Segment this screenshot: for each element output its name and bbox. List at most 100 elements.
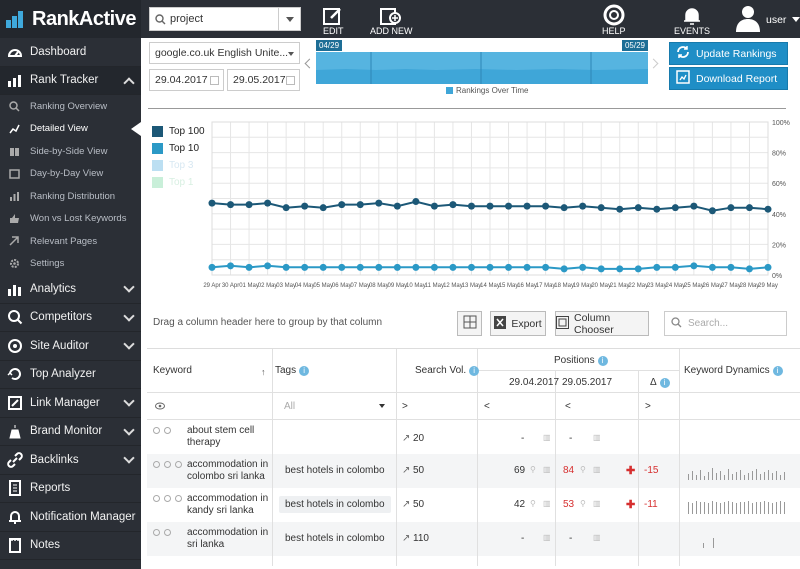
legend-top100[interactable]: Top 100	[152, 126, 205, 137]
sidebar-item-link-manager[interactable]: Link Manager	[0, 389, 141, 418]
vol-filter[interactable]: >	[402, 401, 408, 412]
data-point	[690, 202, 698, 210]
eye-icon[interactable]	[155, 401, 165, 413]
help-button[interactable]: HELP	[602, 2, 626, 36]
col-header-tags[interactable]: Tags i	[275, 365, 310, 376]
search-icon[interactable]	[164, 495, 171, 502]
chart-icon	[8, 123, 20, 135]
sidebar-item-reports[interactable]: Reports	[0, 475, 141, 503]
col-header-keyword[interactable]: Keyword	[153, 365, 192, 376]
search-icon[interactable]	[164, 529, 171, 536]
info-icon[interactable]: i	[597, 355, 608, 366]
search-icon[interactable]	[164, 461, 171, 468]
table-row[interactable]: about stem cell therapy ↗ 20 - ▥ - ▥	[147, 420, 800, 454]
sidebar-sub-relevant-pages[interactable]: Relevant Pages	[0, 230, 141, 253]
info-icon[interactable]: i	[659, 377, 670, 388]
preview-icon[interactable]	[153, 427, 160, 434]
column-chooser-button[interactable]: Column Chooser	[555, 311, 649, 336]
caret-down-icon[interactable]	[379, 404, 385, 408]
sidebar-item-brand-monitor[interactable]: Brand Monitor	[0, 418, 141, 446]
sidebar-sub-detailed-view[interactable]: Detailed View	[0, 118, 141, 141]
sidebar-sub-ranking-overview[interactable]: Ranking Overview	[0, 95, 141, 118]
sidebar-sub-ranking-distribution[interactable]: Ranking Distribution	[0, 185, 141, 208]
tags-filter[interactable]: All	[284, 401, 295, 412]
chevron-left-icon[interactable]	[304, 58, 315, 69]
sidebar-item-dashboard[interactable]: Dashboard	[0, 38, 141, 67]
events-button[interactable]: EVENTS	[674, 2, 710, 36]
link-icon[interactable]	[175, 461, 182, 468]
data-point	[745, 204, 753, 212]
sidebar-sub-day-by-day[interactable]: Day-by-Day View	[0, 163, 141, 186]
serp-icon[interactable]: ▥	[543, 499, 551, 508]
update-rankings-button[interactable]: Update Rankings	[669, 42, 788, 65]
download-report-button[interactable]: Download Report	[669, 67, 788, 90]
info-icon[interactable]: i	[299, 365, 310, 376]
lock-icon[interactable]: ⚲	[580, 465, 586, 474]
date-to-field[interactable]: 29.05.2017	[227, 69, 300, 91]
x-tick-label: 09 May	[387, 283, 407, 289]
col-header-dynamics[interactable]: Keyword Dynamics i	[684, 365, 783, 376]
table-row[interactable]: accommodation in kandy sri lanka best ho…	[147, 488, 800, 522]
sidebar-item-notes[interactable]: Notes	[0, 532, 141, 560]
delta-filter[interactable]: >	[645, 401, 651, 412]
sidebar-item-competitors[interactable]: Competitors	[0, 304, 141, 332]
brand-logo[interactable]: RankActive	[0, 0, 141, 38]
user-menu[interactable]: user	[736, 4, 800, 35]
lock-icon[interactable]: ⚲	[530, 465, 536, 474]
serp-icon[interactable]: ▥	[593, 533, 601, 542]
sidebar-sub-won-lost[interactable]: Won vs Lost Keywords	[0, 208, 141, 231]
table-row[interactable]: accommodation in sri lanka best hotels i…	[147, 522, 800, 556]
preview-icon[interactable]	[153, 495, 160, 502]
project-select[interactable]: project	[149, 7, 301, 31]
sidebar-item-analytics[interactable]: Analytics	[0, 275, 141, 304]
col-header-search-vol[interactable]: Search Vol. i	[415, 365, 480, 376]
preview-icon[interactable]	[153, 461, 160, 468]
tag-pill[interactable]: best hotels in colombo	[285, 533, 385, 544]
tag-pill[interactable]: best hotels in colombo	[279, 496, 391, 513]
sidebar-item-rank-tracker[interactable]: Rank Tracker	[0, 66, 141, 95]
chevron-down-icon[interactable]	[278, 8, 300, 30]
serp-icon[interactable]: ▥	[543, 433, 551, 442]
search-icon[interactable]	[164, 427, 171, 434]
table-row[interactable]: accommodation in colombo sri lanka best …	[147, 454, 800, 488]
sidebar-item-top-analyzer[interactable]: Top Analyzer	[0, 361, 141, 389]
export-button[interactable]: Export	[490, 311, 546, 336]
col-header-date2[interactable]: 29.05.2017	[562, 377, 612, 388]
serp-icon[interactable]: ▥	[543, 465, 551, 474]
link-icon[interactable]	[175, 495, 182, 502]
info-icon[interactable]: i	[469, 365, 480, 376]
caret-down-icon	[792, 17, 800, 22]
edit-button[interactable]: EDIT	[323, 2, 344, 36]
timeline-slider[interactable]: 04/29 05/29 Rankings Over Time	[316, 40, 648, 95]
divider	[148, 108, 786, 109]
serp-icon[interactable]: ▥	[593, 433, 601, 442]
legend-top10[interactable]: Top 10	[152, 143, 199, 154]
sidebar-item-notification-manager[interactable]: Notification Manager	[0, 503, 141, 532]
toggle-grid-button[interactable]	[457, 311, 482, 336]
sidebar-sub-side-by-side[interactable]: Side-by-Side View	[0, 140, 141, 163]
serp-icon[interactable]: ▥	[593, 465, 601, 474]
lock-icon[interactable]: ⚲	[530, 499, 536, 508]
sidebar-sub-settings[interactable]: Settings	[0, 253, 141, 276]
col-header-date1[interactable]: 29.04.2017	[509, 377, 559, 388]
search-input[interactable]: Search...	[664, 311, 787, 336]
add-new-button[interactable]: ADD NEW	[370, 2, 413, 36]
p1-filter[interactable]: <	[484, 401, 490, 412]
search-engine-select[interactable]: google.co.uk English Unite...	[149, 42, 300, 64]
legend-top3[interactable]: Top 3	[152, 160, 193, 171]
lock-icon[interactable]: ⚲	[580, 499, 586, 508]
tag-pill[interactable]: best hotels in colombo	[285, 465, 385, 476]
p2-filter[interactable]: <	[565, 401, 571, 412]
sidebar-item-site-auditor[interactable]: Site Auditor	[0, 332, 141, 361]
chevron-right-icon[interactable]	[648, 58, 659, 69]
sort-up-icon[interactable]: ↑	[261, 367, 266, 377]
col-header-positions[interactable]: Positions i	[554, 355, 608, 366]
serp-icon[interactable]: ▥	[543, 533, 551, 542]
serp-icon[interactable]: ▥	[593, 499, 601, 508]
sidebar-item-backlinks[interactable]: Backlinks	[0, 446, 141, 475]
info-icon[interactable]: i	[772, 365, 783, 376]
legend-top1[interactable]: Top 1	[152, 177, 193, 188]
preview-icon[interactable]	[153, 529, 160, 536]
date-from-field[interactable]: 29.04.2017	[149, 69, 224, 91]
